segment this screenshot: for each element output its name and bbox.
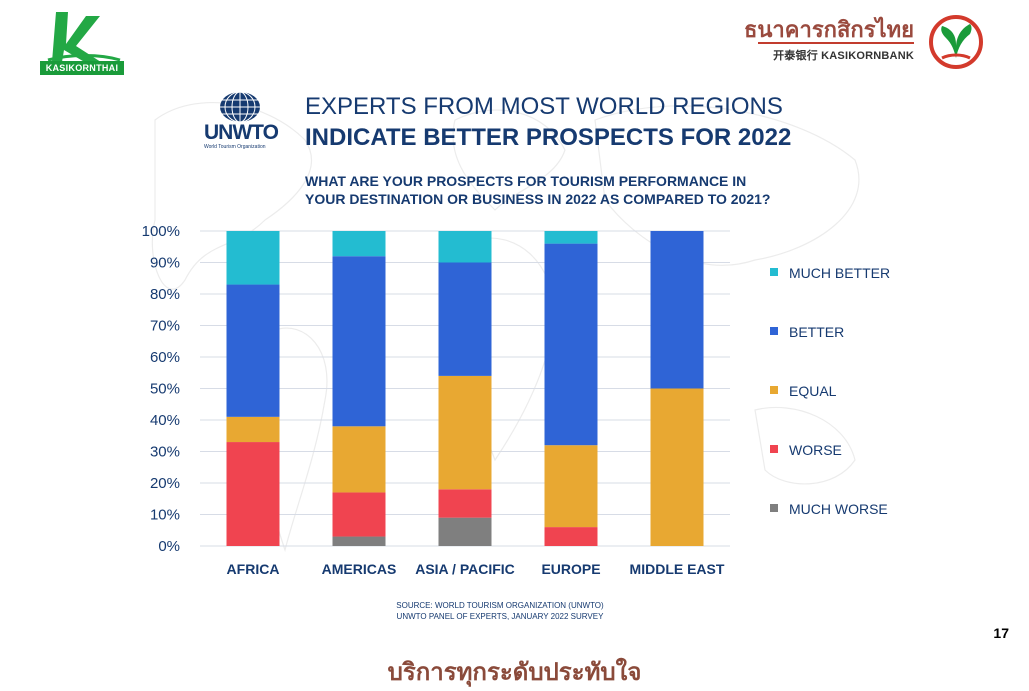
bar-segment xyxy=(438,517,492,546)
y-tick-label: 100% xyxy=(142,223,180,240)
bar-segment xyxy=(332,492,386,537)
x-tick-label: ASIA / PACIFIC xyxy=(415,561,515,577)
y-tick-label: 50% xyxy=(150,381,180,398)
legend-label: EQUAL xyxy=(789,383,837,399)
legend-swatch xyxy=(770,386,778,394)
bar-segment xyxy=(544,527,598,546)
y-tick-label: 30% xyxy=(150,444,180,461)
kasikornbank-divider xyxy=(758,42,914,44)
y-tick-label: 90% xyxy=(150,255,180,272)
y-tick-label: 10% xyxy=(150,507,180,524)
bar-segment xyxy=(544,445,598,528)
x-tick-label: MIDDLE EAST xyxy=(630,561,725,577)
x-tick-label: EUROPE xyxy=(541,561,600,577)
world-map-background xyxy=(151,102,860,553)
bar-segment xyxy=(438,262,492,376)
bar-segment xyxy=(650,231,704,389)
bar-segment xyxy=(544,231,598,244)
bar-segment xyxy=(226,284,280,417)
footer-slogan: บริการทุกระดับประทับใจ xyxy=(387,658,642,686)
bar-segment xyxy=(332,256,386,427)
legend-swatch xyxy=(770,327,778,335)
kasikornbank-thai-name: ธนาคารกสิกรไทย xyxy=(743,18,914,43)
legend-label: WORSE xyxy=(789,442,842,458)
legend-swatch xyxy=(770,268,778,276)
x-tick-label: AFRICA xyxy=(227,561,280,577)
legend-swatch xyxy=(770,445,778,453)
bar-segment xyxy=(332,536,386,546)
bar-segment xyxy=(226,416,280,443)
y-tick-label: 60% xyxy=(150,349,180,366)
x-tick-label: AMERICAS xyxy=(322,561,397,577)
bar-segment xyxy=(332,231,386,257)
bar-segment xyxy=(544,243,598,446)
kasikornthai-logo xyxy=(47,12,121,64)
page-number: 17 xyxy=(993,625,1009,641)
chart-question-line2: YOUR DESTINATION OR BUSINESS IN 2022 AS … xyxy=(305,191,771,207)
source-line1: SOURCE: WORLD TOURISM ORGANIZATION (UNWT… xyxy=(396,601,604,610)
y-tick-label: 20% xyxy=(150,475,180,492)
bar-segment xyxy=(332,426,386,493)
unwto-wordmark: UNWTO xyxy=(204,121,279,144)
kasikornbank-leaf-icon xyxy=(929,15,983,69)
bar-segment xyxy=(438,231,492,263)
kasikornbank-english-name: 开泰银行 KASIKORNBANK xyxy=(773,50,914,62)
bar-segment xyxy=(438,375,492,490)
y-tick-label: 0% xyxy=(158,538,180,555)
bar-segment xyxy=(226,442,280,546)
bar-segment xyxy=(650,388,704,546)
y-tick-label: 70% xyxy=(150,318,180,335)
legend-swatch xyxy=(770,504,778,512)
legend-label: BETTER xyxy=(789,324,845,340)
legend-label: MUCH WORSE xyxy=(789,501,888,517)
chart-title-line2: INDICATE BETTER PROSPECTS FOR 2022 xyxy=(305,124,792,151)
y-tick-label: 40% xyxy=(150,412,180,429)
chart-question-line1: WHAT ARE YOUR PROSPECTS FOR TOURISM PERF… xyxy=(305,173,747,189)
unwto-globe-icon xyxy=(220,91,260,123)
unwto-subtitle: World Tourism Organization xyxy=(204,144,266,150)
legend-label: MUCH BETTER xyxy=(789,265,891,281)
bar-segment xyxy=(438,489,492,518)
y-tick-label: 80% xyxy=(150,286,180,303)
kasikornthai-logo-text: KASIKORNTHAI xyxy=(40,61,124,75)
source-line2: UNWTO PANEL OF EXPERTS, JANUARY 2022 SUR… xyxy=(396,612,604,621)
bar-segment xyxy=(226,231,280,285)
chart-title-line1: EXPERTS FROM MOST WORLD REGIONS xyxy=(305,93,783,120)
